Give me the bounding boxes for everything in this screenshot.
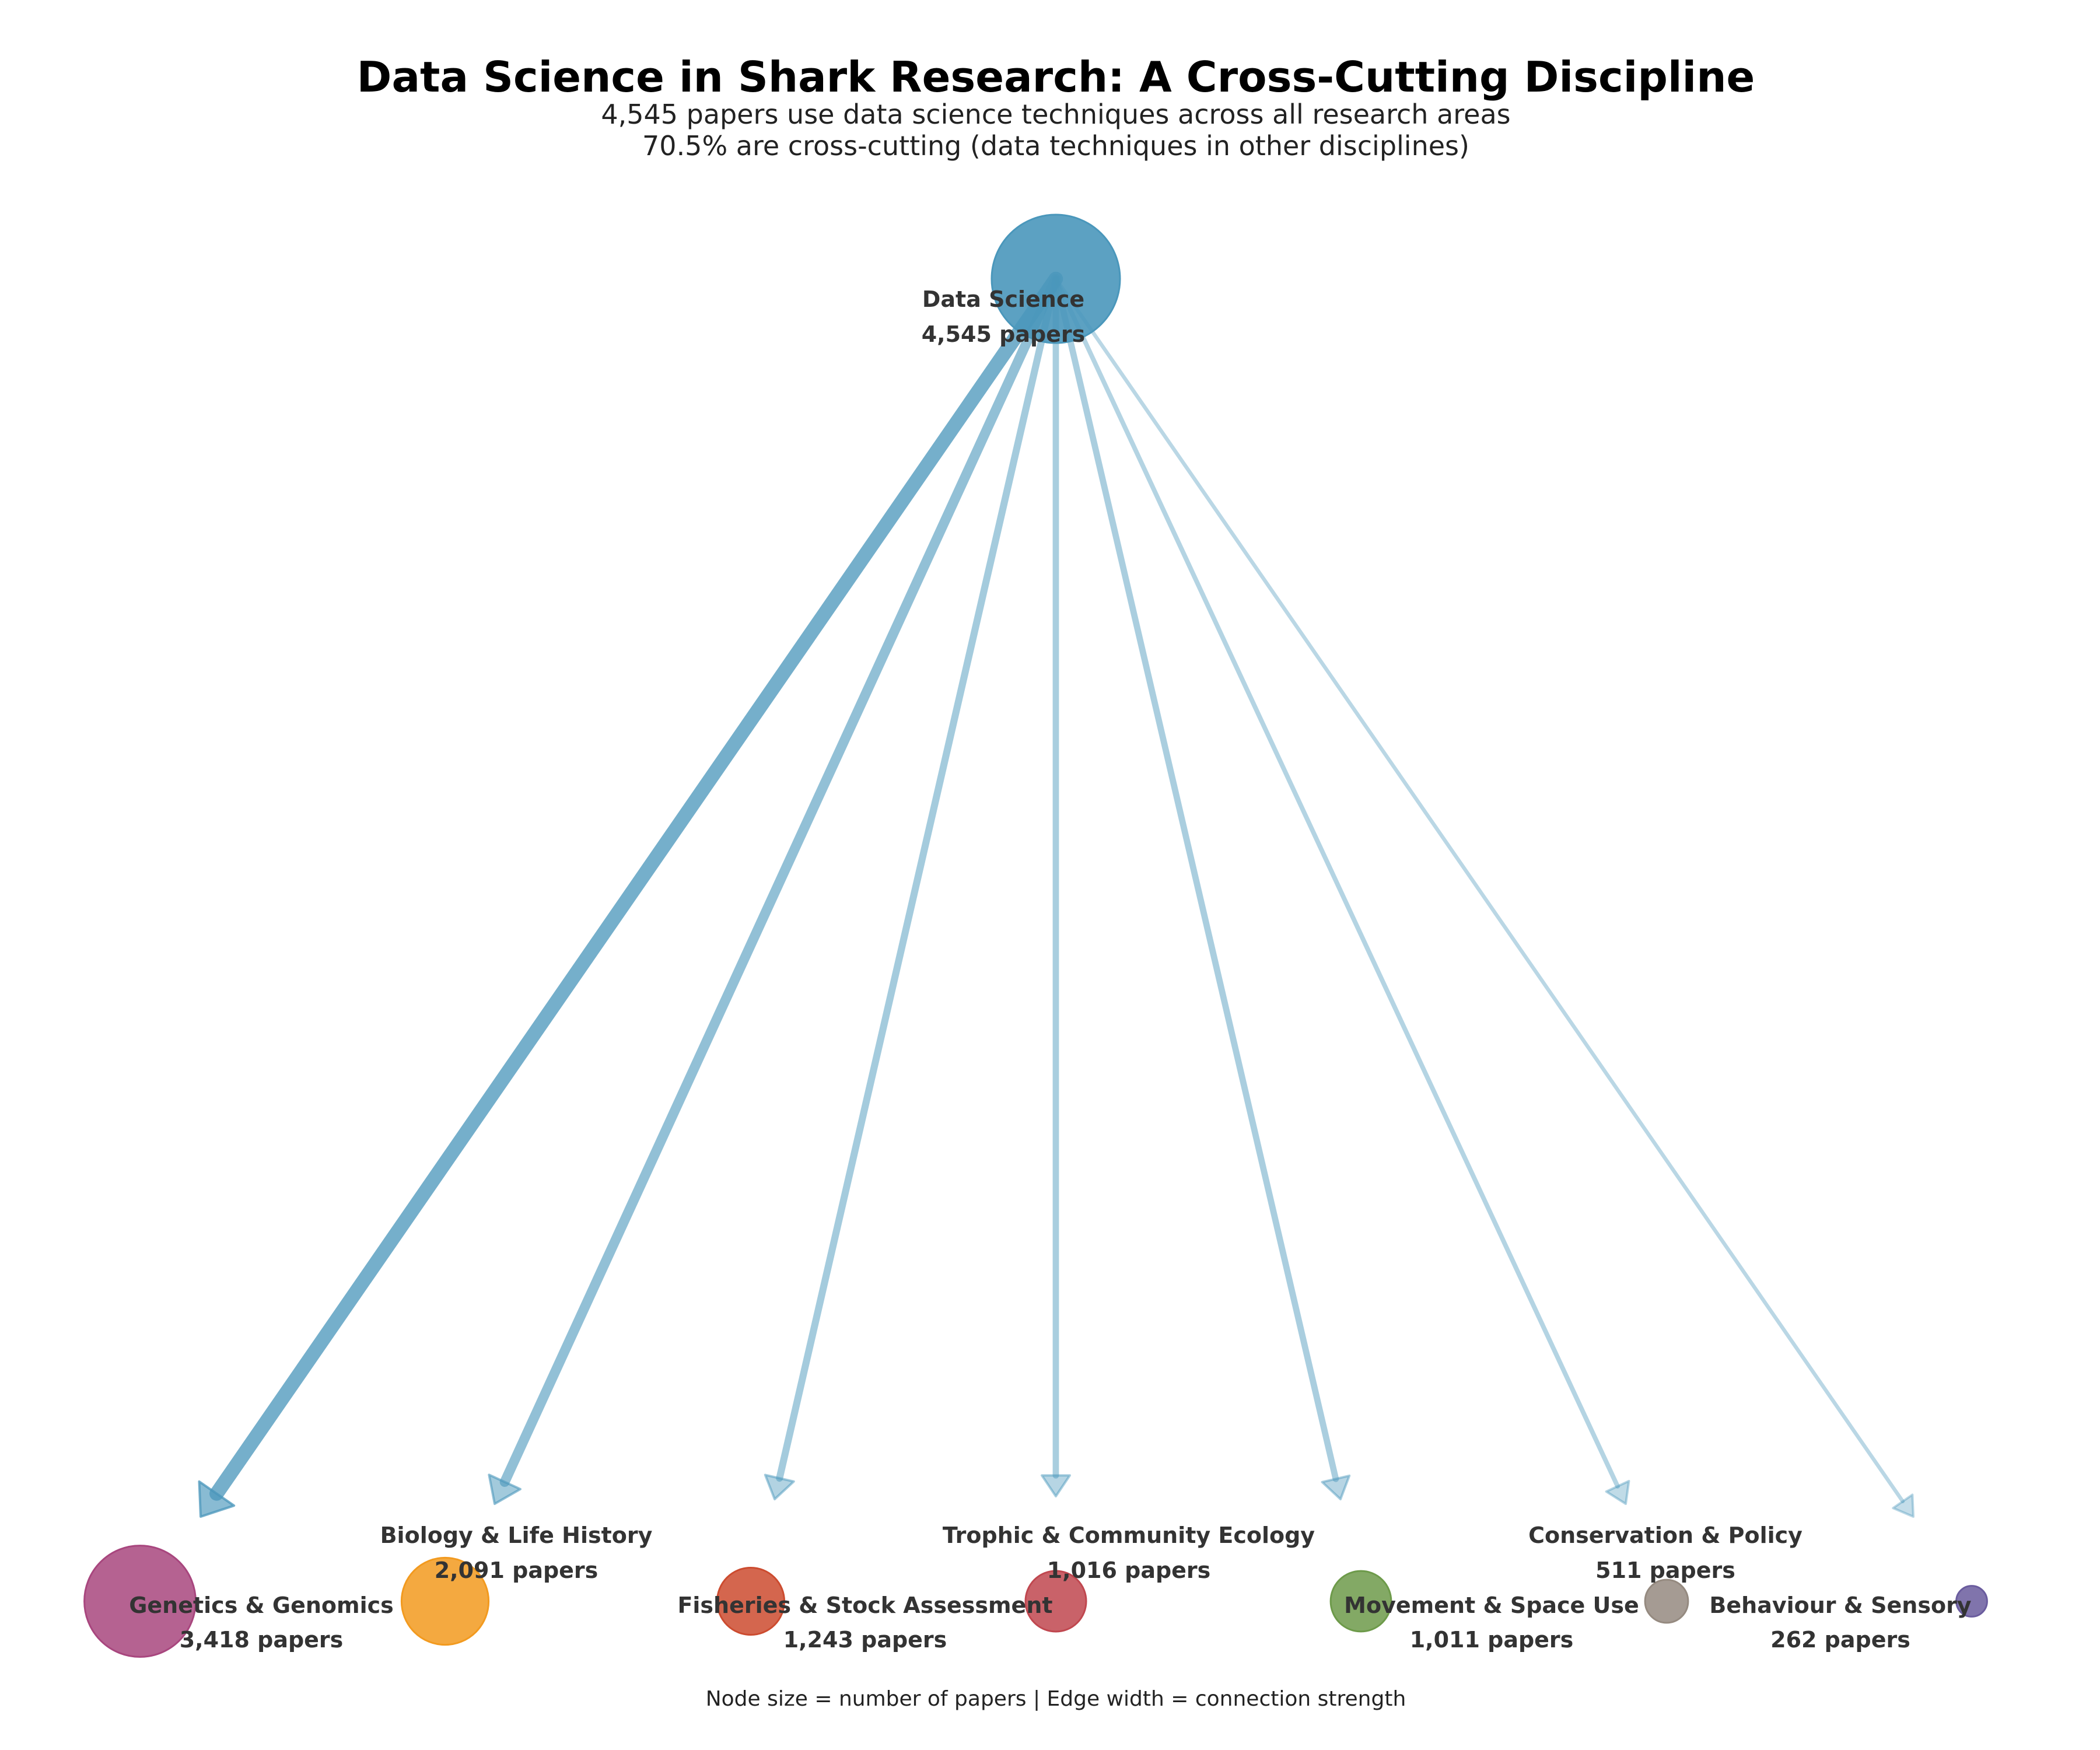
nodes-layer [83, 214, 1988, 1658]
node-label-trophic-and-community-ecology: Trophic & Community Ecology [943, 1522, 1315, 1548]
node-movement-and-space-use [1329, 1570, 1392, 1633]
node-count-data-science: 4,545 papers [922, 321, 1086, 347]
labels-layer: Data Science 4,545 papers Genetics & Genom… [129, 286, 1972, 1653]
node-count-genetics-and-genomics: 3,418 papers [180, 1627, 344, 1653]
edges-layer [198, 271, 1915, 1518]
node-label-fisheries-and-stock-assessment: Fisheries & Stock Assessment [677, 1592, 1052, 1618]
node-count-trophic-and-community-ecology: 1,016 papers [1047, 1558, 1211, 1583]
edge-arrowhead-fisheries-and-stock-assessment [764, 1474, 795, 1500]
node-conservation-and-policy [1644, 1578, 1689, 1624]
edge-line-behaviour-and-sensory [1054, 276, 1905, 1504]
edge-arrowhead-conservation-and-policy [1605, 1479, 1630, 1505]
node-data-science [991, 214, 1121, 344]
node-label-conservation-and-policy: Conservation & Policy [1528, 1522, 1803, 1548]
node-count-conservation-and-policy: 511 papers [1595, 1558, 1735, 1583]
diagram-title: Data Science in Shark Research: A Cross-… [357, 52, 1755, 102]
edge-line-genetics-and-genomics [209, 271, 1063, 1501]
edge-line-biology-and-life-history [499, 274, 1061, 1487]
edge-line-conservation-and-policy [1054, 276, 1620, 1489]
edge-arrowhead-movement-and-space-use [1321, 1474, 1351, 1500]
node-label-behaviour-and-sensory: Behaviour & Sensory [1709, 1592, 1971, 1618]
edge-line-movement-and-space-use [1052, 275, 1339, 1482]
node-label-movement-and-space-use: Movement & Space Use [1344, 1592, 1639, 1618]
node-label-genetics-and-genomics: Genetics & Genomics [129, 1592, 394, 1618]
edge-line-fisheries-and-stock-assessment [776, 275, 1060, 1482]
node-count-fisheries-and-stock-assessment: 1,243 papers [783, 1627, 947, 1653]
node-fisheries-and-stock-assessment [716, 1566, 786, 1636]
node-count-behaviour-and-sensory: 262 papers [1770, 1627, 1910, 1653]
edge-arrowhead-genetics-and-genomics [198, 1480, 236, 1518]
node-count-biology-and-life-history: 2,091 papers [435, 1558, 598, 1583]
edge-arrowhead-behaviour-and-sensory [1892, 1493, 1915, 1518]
edge-arrowhead-trophic-and-community-ecology [1041, 1474, 1071, 1497]
node-label-data-science: Data Science [922, 286, 1084, 312]
node-behaviour-and-sensory [1955, 1585, 1988, 1618]
node-count-movement-and-space-use: 1,011 papers [1410, 1627, 1574, 1653]
node-trophic-and-community-ecology [1024, 1570, 1087, 1633]
node-label-biology-and-life-history: Biology & Life History [380, 1522, 653, 1548]
legend-note: Node size = number of papers | Edge widt… [706, 1687, 1406, 1711]
diagram-subtitle-1: 4,545 papers use data science techniques… [601, 99, 1510, 130]
node-biology-and-life-history [400, 1556, 490, 1646]
node-genetics-and-genomics [83, 1545, 197, 1658]
edge-arrowhead-biology-and-life-history [488, 1474, 522, 1505]
diagram-subtitle-2: 70.5% are cross-cutting (data techniques… [642, 130, 1469, 162]
